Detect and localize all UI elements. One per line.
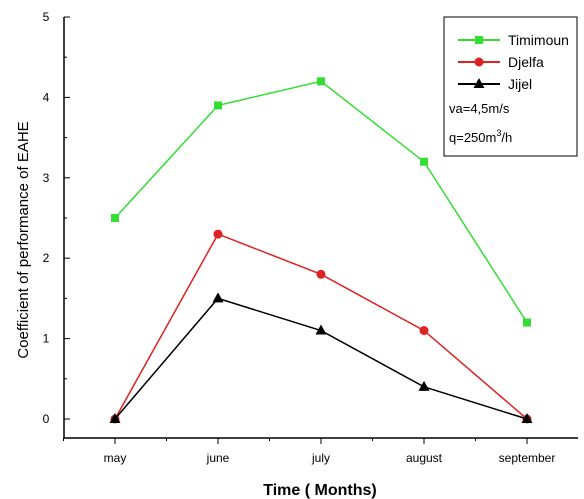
legend: Timimoun Djelfa Jijel va=4,5m/s q=250m3/h <box>444 17 577 156</box>
data-point-djelfa <box>214 230 223 239</box>
data-point-timimoun <box>214 101 222 109</box>
x-tick-label: may <box>104 451 127 465</box>
x-tick-label: june <box>206 451 230 465</box>
data-point-jijel <box>419 381 430 391</box>
x-tick-label: august <box>406 451 443 465</box>
data-point-djelfa <box>420 326 429 335</box>
y-tick-label: 5 <box>43 10 50 24</box>
series-line-jijel <box>115 298 527 419</box>
data-point-timimoun <box>420 158 428 166</box>
y-tick-label: 3 <box>43 171 50 185</box>
y-tick-label: 1 <box>43 332 50 346</box>
series-jijel <box>110 292 533 423</box>
legend-marker <box>475 58 484 67</box>
legend-marker <box>475 36 483 44</box>
y-tick-label: 2 <box>43 251 50 265</box>
data-point-timimoun <box>523 319 531 327</box>
annotation-velocity: va=4,5m/s <box>449 101 510 116</box>
x-tick-label: july <box>311 451 330 465</box>
legend-label: Jijel <box>508 76 532 92</box>
annotation-flow-rate: q=250m3/h <box>449 128 512 145</box>
y-axis-label: Coefficient of performance of EAHE <box>15 121 32 358</box>
x-axis-label: Time ( Months) <box>263 482 376 499</box>
x-tick-label: september <box>499 451 556 465</box>
y-tick-label: 4 <box>43 90 50 104</box>
data-point-djelfa <box>317 270 326 279</box>
legend-label: Timimoun <box>508 32 569 48</box>
y-tick-label: 0 <box>43 412 50 426</box>
data-point-timimoun <box>111 214 119 222</box>
legend-label: Djelfa <box>508 54 544 70</box>
data-point-timimoun <box>317 77 325 85</box>
data-point-jijel <box>213 292 224 302</box>
